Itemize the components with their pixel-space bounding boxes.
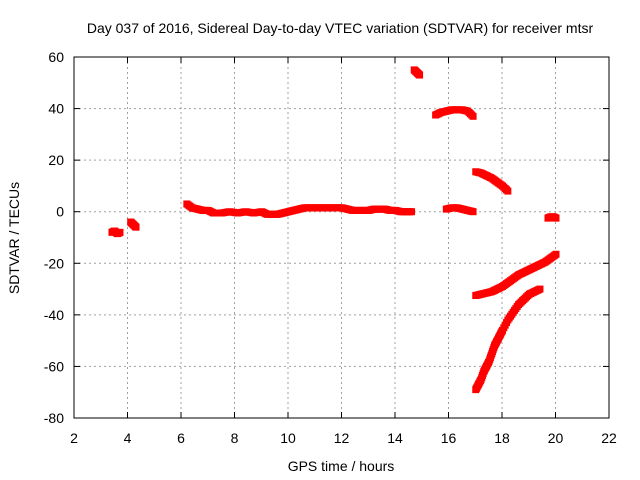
- x-tick-label: 8: [231, 430, 239, 446]
- chart-title: Day 037 of 2016, Sidereal Day-to-day VTE…: [87, 20, 594, 36]
- y-tick-label: 20: [48, 152, 64, 168]
- x-tick-label: 14: [387, 430, 403, 446]
- x-tick-label: 4: [124, 430, 132, 446]
- x-tick-label: 12: [334, 430, 350, 446]
- y-axis-label: SDTVAR / TECUs: [6, 182, 22, 294]
- y-tick-label: 40: [48, 101, 64, 117]
- data-point: [408, 208, 416, 216]
- x-tick-label: 2: [70, 430, 78, 446]
- y-tick-label: 0: [56, 204, 64, 220]
- data-point: [469, 112, 477, 120]
- x-tick-label: 10: [280, 430, 296, 446]
- data-point: [536, 285, 544, 293]
- data-point: [132, 223, 140, 231]
- y-tick-label: -20: [44, 255, 64, 271]
- x-tick-label: 6: [177, 430, 185, 446]
- y-tick-label: -60: [44, 358, 64, 374]
- data-point: [469, 208, 477, 216]
- data-points: [108, 66, 560, 394]
- data-point: [116, 228, 124, 236]
- x-tick-label: 20: [548, 430, 564, 446]
- x-tick-label: 22: [601, 430, 617, 446]
- axes: 2 4 6 8 10 12 14 16 18 20 22 -80 -60 -40 -20 0 20 40 60: [44, 49, 617, 446]
- x-tick-label: 16: [441, 430, 457, 446]
- data-point: [552, 214, 560, 222]
- x-axis-label: GPS time / hours: [288, 458, 395, 474]
- data-point: [416, 71, 424, 79]
- y-tick-label: -80: [44, 410, 64, 426]
- data-point: [504, 187, 512, 195]
- grid: [74, 57, 609, 418]
- x-tick-label: 18: [494, 430, 510, 446]
- data-point: [552, 250, 560, 258]
- y-tick-label: -40: [44, 307, 64, 323]
- y-tick-label: 60: [48, 49, 64, 65]
